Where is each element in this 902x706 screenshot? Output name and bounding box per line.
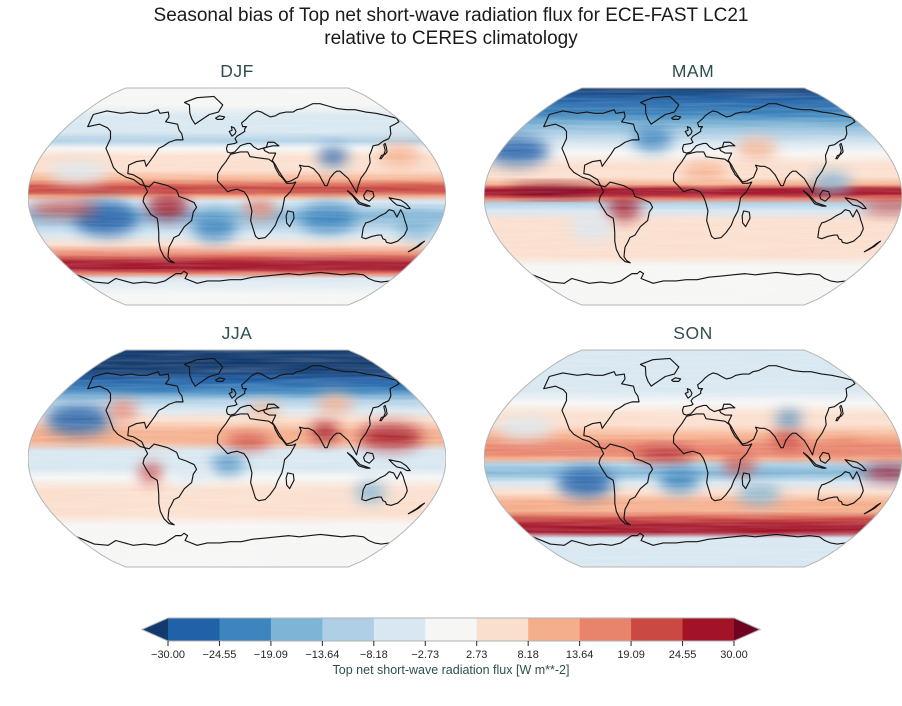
map-canvas-SON [484,349,902,568]
colorbar: −30.00 −24.55 −19.09 −13.64 −8.18 −2.73 2.73 8.… [141,617,761,661]
map-canvas-MAM [484,87,902,306]
svg-text:−13.64: −13.64 [305,649,339,661]
panel-title-jja: JJA [221,323,253,343]
svg-text:30.00: 30.00 [720,649,748,661]
svg-text:19.09: 19.09 [617,649,645,661]
svg-text:−8.18: −8.18 [360,649,388,661]
map-canvas-DJF [28,87,446,306]
figure-title-line1: Seasonal bias of Top net short-wave radi… [153,5,749,26]
panel-title-djf: DJF [220,61,254,81]
map-canvas-JJA [28,349,446,568]
colorbar-label: Top net short-wave radiation flux [W m**… [332,663,570,677]
svg-text:13.64: 13.64 [566,649,594,661]
svg-text:−24.55: −24.55 [202,649,236,661]
panel-son: SON [484,318,902,568]
panel-jja: JJA [28,318,446,568]
figure-title-line2: relative to CERES climatology [324,28,578,49]
map-grid: DJF MAM JJA SON [0,56,902,568]
panel-title-mam: MAM [671,61,715,81]
panel-title-son: SON [673,323,713,343]
panel-djf: DJF [28,56,446,306]
colorbar-over-arrow [734,618,760,641]
svg-text:−30.00: −30.00 [151,649,185,661]
colorbar-under-arrow [142,618,168,641]
svg-text:−19.09: −19.09 [254,649,288,661]
svg-text:24.55: 24.55 [669,649,697,661]
svg-text:2.73: 2.73 [466,649,487,661]
svg-text:8.18: 8.18 [517,649,538,661]
figure-title: Seasonal bias of Top net short-wave radi… [0,4,902,50]
colorbar-block: −30.00 −24.55 −19.09 −13.64 −8.18 −2.73 2.73 8.… [0,616,902,677]
panel-mam: MAM [484,56,902,306]
svg-text:−2.73: −2.73 [411,649,439,661]
